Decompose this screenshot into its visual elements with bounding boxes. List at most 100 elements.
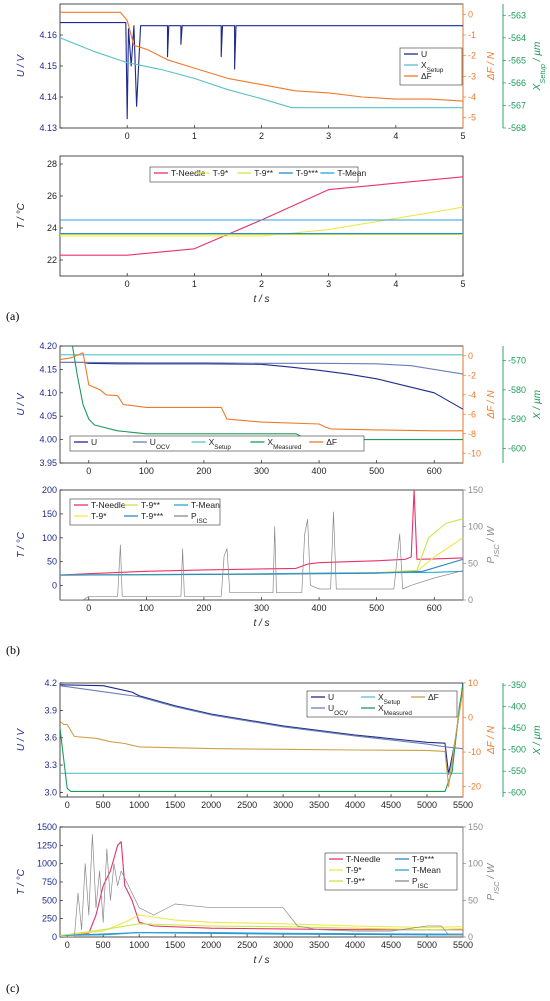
x-tick-label: 2000 [201, 940, 221, 950]
y2-tick-label: -5 [468, 113, 476, 123]
legend-entry: ΔF [326, 437, 337, 447]
x-tick-label: 4500 [381, 940, 401, 950]
y2-tick-label: 10 [468, 678, 478, 688]
y3-tick-label: -600 [508, 788, 526, 798]
x-tick-label: 100 [139, 466, 154, 476]
y2-tick-label: 0 [468, 9, 473, 19]
y2-tick-label: 0 [468, 351, 473, 361]
chart-b-top: 0 100 200 300 400 500 600 3.95 4.00 4.05 4.10 4.15 4… [16, 341, 543, 476]
legend-entry: PISC [412, 876, 429, 890]
y-tick-label: 3.6 [44, 733, 57, 743]
y-tick-label: 4.15 [39, 364, 57, 374]
legend-entry: T-Mean [412, 865, 441, 875]
y-tick-label: 26 [47, 191, 57, 201]
y3-axis-label: XSetup / µm [532, 42, 547, 92]
legend-box [324, 852, 458, 891]
y2-tick-label: -1 [468, 30, 476, 40]
y-tick-label: 1000 [37, 859, 57, 869]
panel-letter-c: (c) [6, 981, 19, 995]
legend-entry: T-9** [141, 500, 161, 510]
y-tick-label: 4.10 [39, 388, 57, 398]
y3-axis-label: X / µm [532, 725, 543, 755]
y-tick-label: 100 [42, 533, 57, 543]
series-t-mean [60, 932, 463, 937]
y-tick-label: 22 [47, 255, 57, 265]
x-tick-label: 2000 [201, 800, 221, 810]
y3-tick-label: -590 [508, 414, 526, 424]
y-tick-label: 4.15 [39, 61, 57, 71]
y2-tick-label: -6 [468, 409, 476, 419]
y-tick-label: 3.3 [44, 760, 57, 770]
legend-entry: XSetup [209, 437, 232, 451]
series-group [60, 490, 463, 600]
legend-entry: T-9*** [296, 168, 319, 178]
legend-box [69, 435, 365, 452]
legend-entry: T-9* [213, 168, 229, 178]
x-tick-label: 1 [192, 131, 197, 141]
series-t-needle [60, 490, 463, 576]
x-tick-label: 500 [96, 940, 111, 950]
x-tick-label: 3500 [309, 940, 329, 950]
legend-entry: ΔF [428, 692, 439, 702]
y2-axis-label: ΔF / N [486, 390, 497, 420]
y3-tick-label: -450 [508, 723, 526, 733]
y2-axis-label: PISC / W [486, 862, 501, 901]
y-tick-label: 4.20 [39, 341, 57, 351]
y2-tick-label: -10 [468, 747, 481, 757]
y-tick-label: 4.00 [39, 435, 57, 445]
legend-entry: XSetup [378, 692, 401, 706]
legend-entry: U [421, 49, 427, 59]
panel-letter-a: (a) [6, 309, 19, 323]
series-t-9- [60, 558, 463, 576]
x-tick-label: 2500 [237, 800, 257, 810]
x-tick-label: 2 [259, 279, 264, 289]
y-axis-label: U / V [16, 392, 27, 416]
y-tick-label: 4.16 [39, 30, 57, 40]
y-axis-label: T / °C [16, 202, 27, 228]
y3-axis-label: X / µm [532, 390, 543, 420]
legend-box [306, 690, 458, 718]
y2-tick-label: 150 [468, 822, 483, 832]
y-tick-label: 3.9 [44, 705, 57, 715]
legend-entry: T-Needle [91, 500, 126, 510]
legend-entry: T-Mean [191, 500, 220, 510]
y2-tick-label: -20 [468, 782, 481, 792]
y-tick-label: 28 [47, 159, 57, 169]
x-tick-label: 2500 [237, 940, 257, 950]
series-t-9- [60, 932, 463, 937]
y-tick-label: 24 [47, 223, 57, 233]
x-tick-label: 4000 [345, 940, 365, 950]
x-tick-label: 500 [369, 603, 384, 613]
series-u-ocv [60, 685, 463, 750]
x-tick-label: 3 [326, 279, 331, 289]
x-axis-label: t / s [253, 955, 269, 966]
series-t-needle [60, 841, 463, 937]
legend-entry: T-Mean [337, 168, 366, 178]
legend-entry: UOCV [328, 703, 349, 717]
x-tick-label: 0 [65, 940, 70, 950]
legend-entry: T-9** [254, 168, 274, 178]
x-axis-label: t / s [253, 618, 269, 629]
y3-tick-label: -580 [508, 385, 526, 395]
y3-tick-label: -600 [508, 443, 526, 453]
y3-tick-label: -564 [508, 33, 526, 43]
y-tick-label: 1250 [37, 840, 57, 850]
x-tick-label: 0 [125, 131, 130, 141]
y2-tick-label: 50 [468, 558, 478, 568]
legend-entry: T-9*** [141, 511, 164, 521]
y2-tick-label: -4 [468, 92, 476, 102]
series--f [60, 689, 463, 788]
legend-entry: XMeasured [267, 437, 301, 451]
x-tick-label: 500 [369, 466, 384, 476]
y-tick-label: 250 [42, 914, 57, 924]
x-tick-label: 1500 [165, 800, 185, 810]
x-tick-label: 500 [96, 800, 111, 810]
legend-entry: U [328, 692, 334, 702]
y2-tick-label: -3 [468, 71, 476, 81]
x-tick-label: 1000 [129, 940, 149, 950]
y2-tick-label: 50 [468, 895, 478, 905]
x-tick-label: 5500 [453, 800, 473, 810]
chart-a-top: 0 1 2 3 4 5 4.13 4.14 4.15 4.16 0 -1 -2 -3 -4 -5 ΔF / N -… [16, 3, 547, 141]
y2-tick-label: -2 [468, 370, 476, 380]
y2-tick-label: 100 [468, 859, 483, 869]
